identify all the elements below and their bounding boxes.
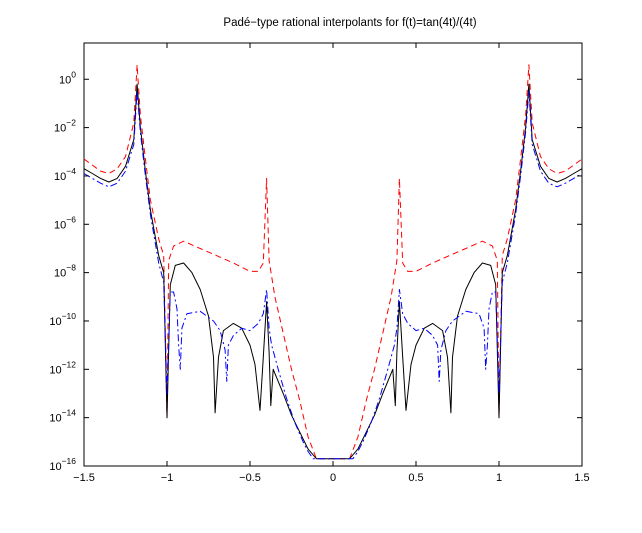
y-tick-label: 10−14 [49, 408, 76, 425]
y-tick-label: 10−16 [49, 456, 76, 473]
y-tick-power: 0 [71, 69, 76, 79]
x-tick-label: 1 [496, 472, 502, 484]
y-tick-base: 10 [59, 74, 71, 86]
y-tick-label: 10−4 [54, 166, 76, 183]
chart-title: Padé−type rational interpolants for f(t)… [223, 17, 476, 29]
y-tick-base: 10 [49, 413, 61, 425]
y-tick-base: 10 [54, 123, 66, 135]
series-line-2 [83, 90, 583, 460]
y-tick-power: −2 [66, 118, 76, 128]
y-tick-label: 10−6 [54, 214, 76, 231]
series-layer [83, 64, 583, 460]
x-tick-label: −1.5 [73, 472, 95, 484]
y-tick-base: 10 [54, 268, 66, 280]
y-tick-label: 100 [59, 69, 76, 86]
tick-label-layer: −1.5 −1 −0.5 0 0.5 1 1.510010−210−410−610−810−… [49, 69, 589, 484]
y-tick-label: 10−12 [49, 359, 76, 376]
y-tick-power: −4 [66, 166, 76, 176]
y-tick-power: −12 [62, 359, 77, 369]
x-tick-label: 1.5 [574, 472, 589, 484]
x-tick-label: −1 [161, 472, 174, 484]
y-tick-base: 10 [49, 316, 61, 328]
y-tick-power: −8 [66, 263, 76, 273]
y-tick-base: 10 [54, 219, 66, 231]
y-tick-base: 10 [54, 171, 66, 183]
y-tick-base: 10 [49, 364, 61, 376]
y-tick-label: 10−2 [54, 118, 76, 135]
y-tick-power: −14 [62, 408, 77, 418]
y-tick-power: −10 [62, 311, 77, 321]
tick-layer [83, 43, 583, 467]
y-tick-label: 10−8 [54, 263, 76, 280]
x-tick-label: −0.5 [239, 472, 261, 484]
x-tick-label: 0.5 [408, 472, 423, 484]
y-tick-power: −16 [62, 456, 77, 466]
y-tick-base: 10 [49, 461, 61, 473]
y-tick-label: 10−10 [49, 311, 76, 328]
y-tick-power: −6 [66, 214, 76, 224]
x-tick-label: 0 [330, 472, 336, 484]
